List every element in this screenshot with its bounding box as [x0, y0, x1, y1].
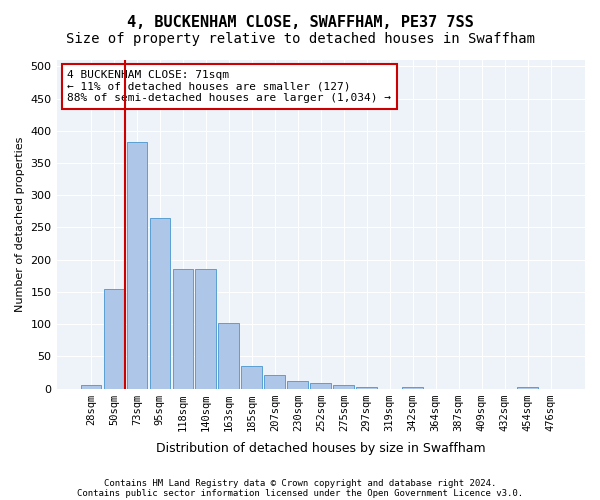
Bar: [356, 387, 377, 388]
Bar: [287, 381, 308, 388]
Text: 4 BUCKENHAM CLOSE: 71sqm
← 11% of detached houses are smaller (127)
88% of semi-: 4 BUCKENHAM CLOSE: 71sqm ← 11% of detach…: [67, 70, 391, 103]
Y-axis label: Number of detached properties: Number of detached properties: [15, 136, 25, 312]
Bar: [241, 366, 262, 388]
Text: 4, BUCKENHAM CLOSE, SWAFFHAM, PE37 7SS: 4, BUCKENHAM CLOSE, SWAFFHAM, PE37 7SS: [127, 15, 473, 30]
Bar: [334, 386, 354, 388]
Bar: [517, 386, 538, 388]
X-axis label: Distribution of detached houses by size in Swaffham: Distribution of detached houses by size …: [156, 442, 485, 455]
Bar: [173, 270, 193, 388]
Bar: [218, 324, 239, 388]
Bar: [265, 375, 285, 388]
Bar: [127, 142, 147, 388]
Text: Size of property relative to detached houses in Swaffham: Size of property relative to detached ho…: [65, 32, 535, 46]
Text: Contains HM Land Registry data © Crown copyright and database right 2024.: Contains HM Land Registry data © Crown c…: [104, 478, 496, 488]
Bar: [104, 288, 124, 388]
Bar: [196, 270, 216, 388]
Bar: [149, 218, 170, 388]
Bar: [403, 386, 423, 388]
Bar: [310, 384, 331, 388]
Bar: [80, 386, 101, 388]
Text: Contains public sector information licensed under the Open Government Licence v3: Contains public sector information licen…: [77, 488, 523, 498]
